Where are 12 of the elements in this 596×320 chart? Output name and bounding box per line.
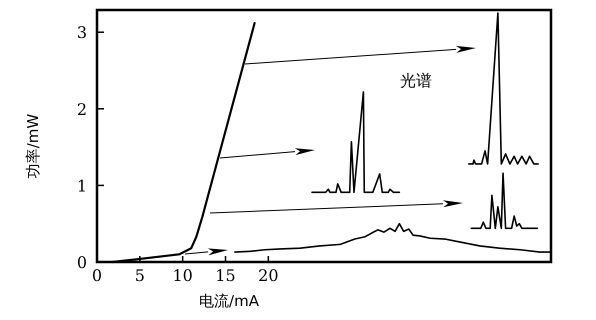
x-tick-label: 20 xyxy=(258,266,278,285)
annotation: 光谱 xyxy=(400,71,432,90)
x-tick-label: 10 xyxy=(172,266,193,285)
y-tick-label: 0 xyxy=(76,253,87,272)
y-tick-label: 1 xyxy=(76,176,87,196)
x-axis-title: 电流/mA xyxy=(199,292,260,310)
x-tick-label: 15 xyxy=(215,266,236,285)
x-tick-label: 5 xyxy=(134,266,145,285)
y-tick-label: 3 xyxy=(76,23,87,42)
x-tick-label: 0 xyxy=(92,266,102,285)
y-axis-title: 功率/mW xyxy=(24,114,42,178)
y-tick-label: 2 xyxy=(76,100,87,119)
